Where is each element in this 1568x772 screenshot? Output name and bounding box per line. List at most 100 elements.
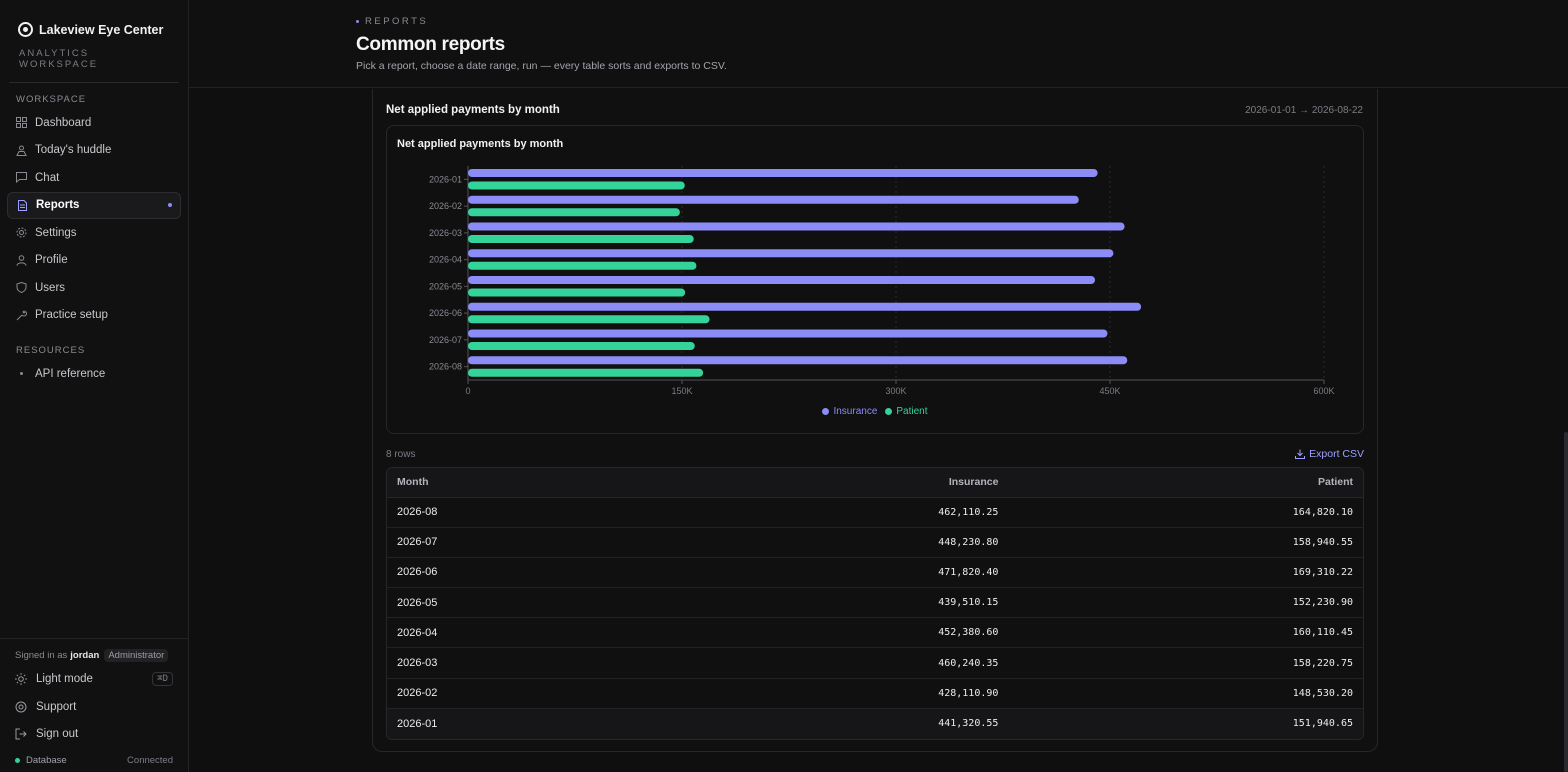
brand: Lakeview Eye Center ANALYTICS WORKSPACE	[0, 0, 188, 70]
table-row[interactable]: 2026-04 452,380.60 160,110.45	[387, 617, 1363, 649]
export-csv-button[interactable]: Export CSV	[1295, 448, 1364, 460]
database-label: Database	[26, 754, 67, 766]
sidebar-item-label: Profile	[35, 254, 68, 267]
table-row[interactable]: 2026-06 471,820.40 169,310.22	[387, 557, 1363, 589]
sidebar-item-label: Today's huddle	[35, 144, 112, 157]
page-subtitle: Pick a report, choose a date range, run …	[356, 60, 727, 72]
cell-month: 2026-05	[387, 587, 654, 619]
bar-chart: 0 150K 300K 450K 600K 2026-01 2026-02 2026-03 20…	[429, 166, 1335, 396]
legend-label: Patient	[896, 406, 928, 417]
table-header-row: Month Insurance Patient	[387, 468, 1363, 498]
light-mode-toggle[interactable]: Light mode ⌘D	[0, 666, 188, 694]
shield-icon	[16, 282, 27, 294]
sidebar-item-chat[interactable]: Chat	[7, 164, 181, 192]
sun-icon	[15, 673, 27, 686]
database-status-text: Connected	[127, 754, 173, 766]
sidebar-item-practice-setup[interactable]: Practice setup	[7, 302, 181, 330]
column-header-month[interactable]: Month	[387, 468, 654, 498]
report-card-header: Net applied payments by month 2026-01-01…	[373, 89, 1377, 116]
username: jordan	[70, 649, 100, 661]
table-row[interactable]: 2026-01 441,320.55 151,940.65	[387, 708, 1363, 739]
sidebar-item-settings[interactable]: Settings	[7, 219, 181, 247]
table-toolbar: 8 rows Export CSV	[386, 448, 1364, 460]
download-icon	[1295, 449, 1306, 459]
table-row[interactable]: 2026-08 462,110.25 164,820.10	[387, 497, 1363, 528]
light-mode-label: Light mode	[36, 673, 93, 686]
chart-title: Net applied payments by month	[397, 138, 564, 150]
role-badge: Administrator	[104, 648, 169, 662]
x-tick-label: 450K	[1099, 386, 1120, 396]
table-row[interactable]: 2026-03 460,240.35 158,220.75	[387, 647, 1363, 679]
sidebar-item-profile[interactable]: Profile	[7, 247, 181, 275]
cell-patient: 169,310.22	[1008, 557, 1363, 589]
cell-month: 2026-03	[387, 647, 654, 679]
bar-patient-2026-08	[468, 368, 704, 377]
sidebar-item-reports[interactable]: Reports	[7, 191, 181, 219]
bar-insurance-2026-02	[468, 195, 1079, 204]
user-icon	[16, 254, 27, 266]
cell-insurance: 452,380.60	[653, 617, 1009, 649]
legend-item-insurance[interactable]: Insurance	[822, 406, 877, 417]
page-title: Common reports	[356, 34, 505, 55]
grid-icon	[16, 117, 27, 129]
divider	[9, 82, 179, 83]
sign-out-button[interactable]: Sign out	[0, 721, 188, 749]
sidebar-item-users[interactable]: Users	[7, 274, 181, 302]
shortcut-hint: ⌘D	[152, 672, 173, 687]
table-row[interactable]: 2026-07 448,230.80 158,940.55	[387, 527, 1363, 558]
sidebar-item-huddle[interactable]: Today's huddle	[7, 137, 181, 165]
x-tick-label: 150K	[671, 386, 692, 396]
bar-insurance-2026-05	[468, 276, 1096, 284]
huddle-icon	[16, 145, 27, 156]
y-tick-label: 2026-01	[429, 174, 462, 184]
cell-insurance: 428,110.90	[653, 678, 1009, 709]
resources-nav: API reference	[0, 360, 188, 388]
scrollbar[interactable]	[1564, 432, 1568, 772]
sidebar-item-dashboard[interactable]: Dashboard	[7, 109, 181, 137]
table-body: 2026-08 462,110.25 164,820.10 2026-07 448,23…	[387, 497, 1363, 739]
bar-insurance-2026-01	[468, 169, 1098, 177]
bar-patient-2026-01	[468, 181, 685, 190]
data-table: Month Insurance Patient 2026-08 462,110.2…	[386, 467, 1364, 740]
legend-swatch	[885, 408, 893, 415]
cell-insurance: 460,240.35	[653, 647, 1009, 679]
bullet-icon	[356, 20, 359, 23]
x-tick-label: 600K	[1313, 386, 1334, 396]
sidebar-item-label: Reports	[36, 199, 80, 212]
document-icon	[17, 199, 28, 211]
logo-icon	[18, 22, 33, 37]
brand-subtitle: ANALYTICS WORKSPACE	[19, 48, 99, 70]
cell-month: 2026-04	[387, 617, 654, 649]
y-tick-label: 2026-08	[429, 362, 462, 372]
bar-patient-2026-04	[468, 261, 697, 270]
x-tick-label: 300K	[885, 386, 906, 396]
bar-insurance-2026-07	[468, 329, 1108, 338]
table-row[interactable]: 2026-02 428,110.90 148,530.20	[387, 678, 1363, 709]
eyebrow-label: REPORTS	[365, 16, 429, 27]
y-tick-label: 2026-06	[429, 308, 462, 318]
row-count: 8 rows	[386, 448, 416, 460]
bar-insurance-2026-03	[468, 222, 1125, 231]
breadcrumb: REPORTS	[356, 16, 1568, 27]
cell-patient: 148,530.20	[1008, 678, 1363, 709]
column-header-patient[interactable]: Patient	[1008, 468, 1363, 498]
brand-row[interactable]: Lakeview Eye Center	[18, 22, 170, 37]
support-link[interactable]: Support	[0, 693, 188, 721]
sidebar-item-label: Practice setup	[35, 309, 108, 322]
date-range: 2026-01-01 → 2026-08-22	[1245, 104, 1363, 116]
chart-legend: Insurance Patient	[387, 406, 1363, 417]
cell-insurance: 439,510.15	[653, 587, 1009, 619]
sign-out-label: Sign out	[36, 728, 79, 741]
column-header-insurance[interactable]: Insurance	[653, 468, 1009, 498]
bar-patient-2026-03	[468, 235, 694, 243]
chat-icon	[16, 172, 27, 184]
brand-name: Lakeview Eye Center	[39, 22, 164, 37]
cell-insurance: 462,110.25	[653, 497, 1009, 528]
legend-item-patient[interactable]: Patient	[885, 406, 928, 417]
page-header: REPORTS Common reports Pick a report, ch…	[189, 0, 1568, 88]
sidebar-item-api-reference[interactable]: API reference	[7, 360, 181, 388]
table-row[interactable]: 2026-05 439,510.15 152,230.90	[387, 587, 1363, 619]
resources-label: RESOURCES	[16, 345, 86, 356]
cell-patient: 151,940.65	[1008, 708, 1363, 739]
y-tick-label: 2026-05	[429, 281, 462, 291]
